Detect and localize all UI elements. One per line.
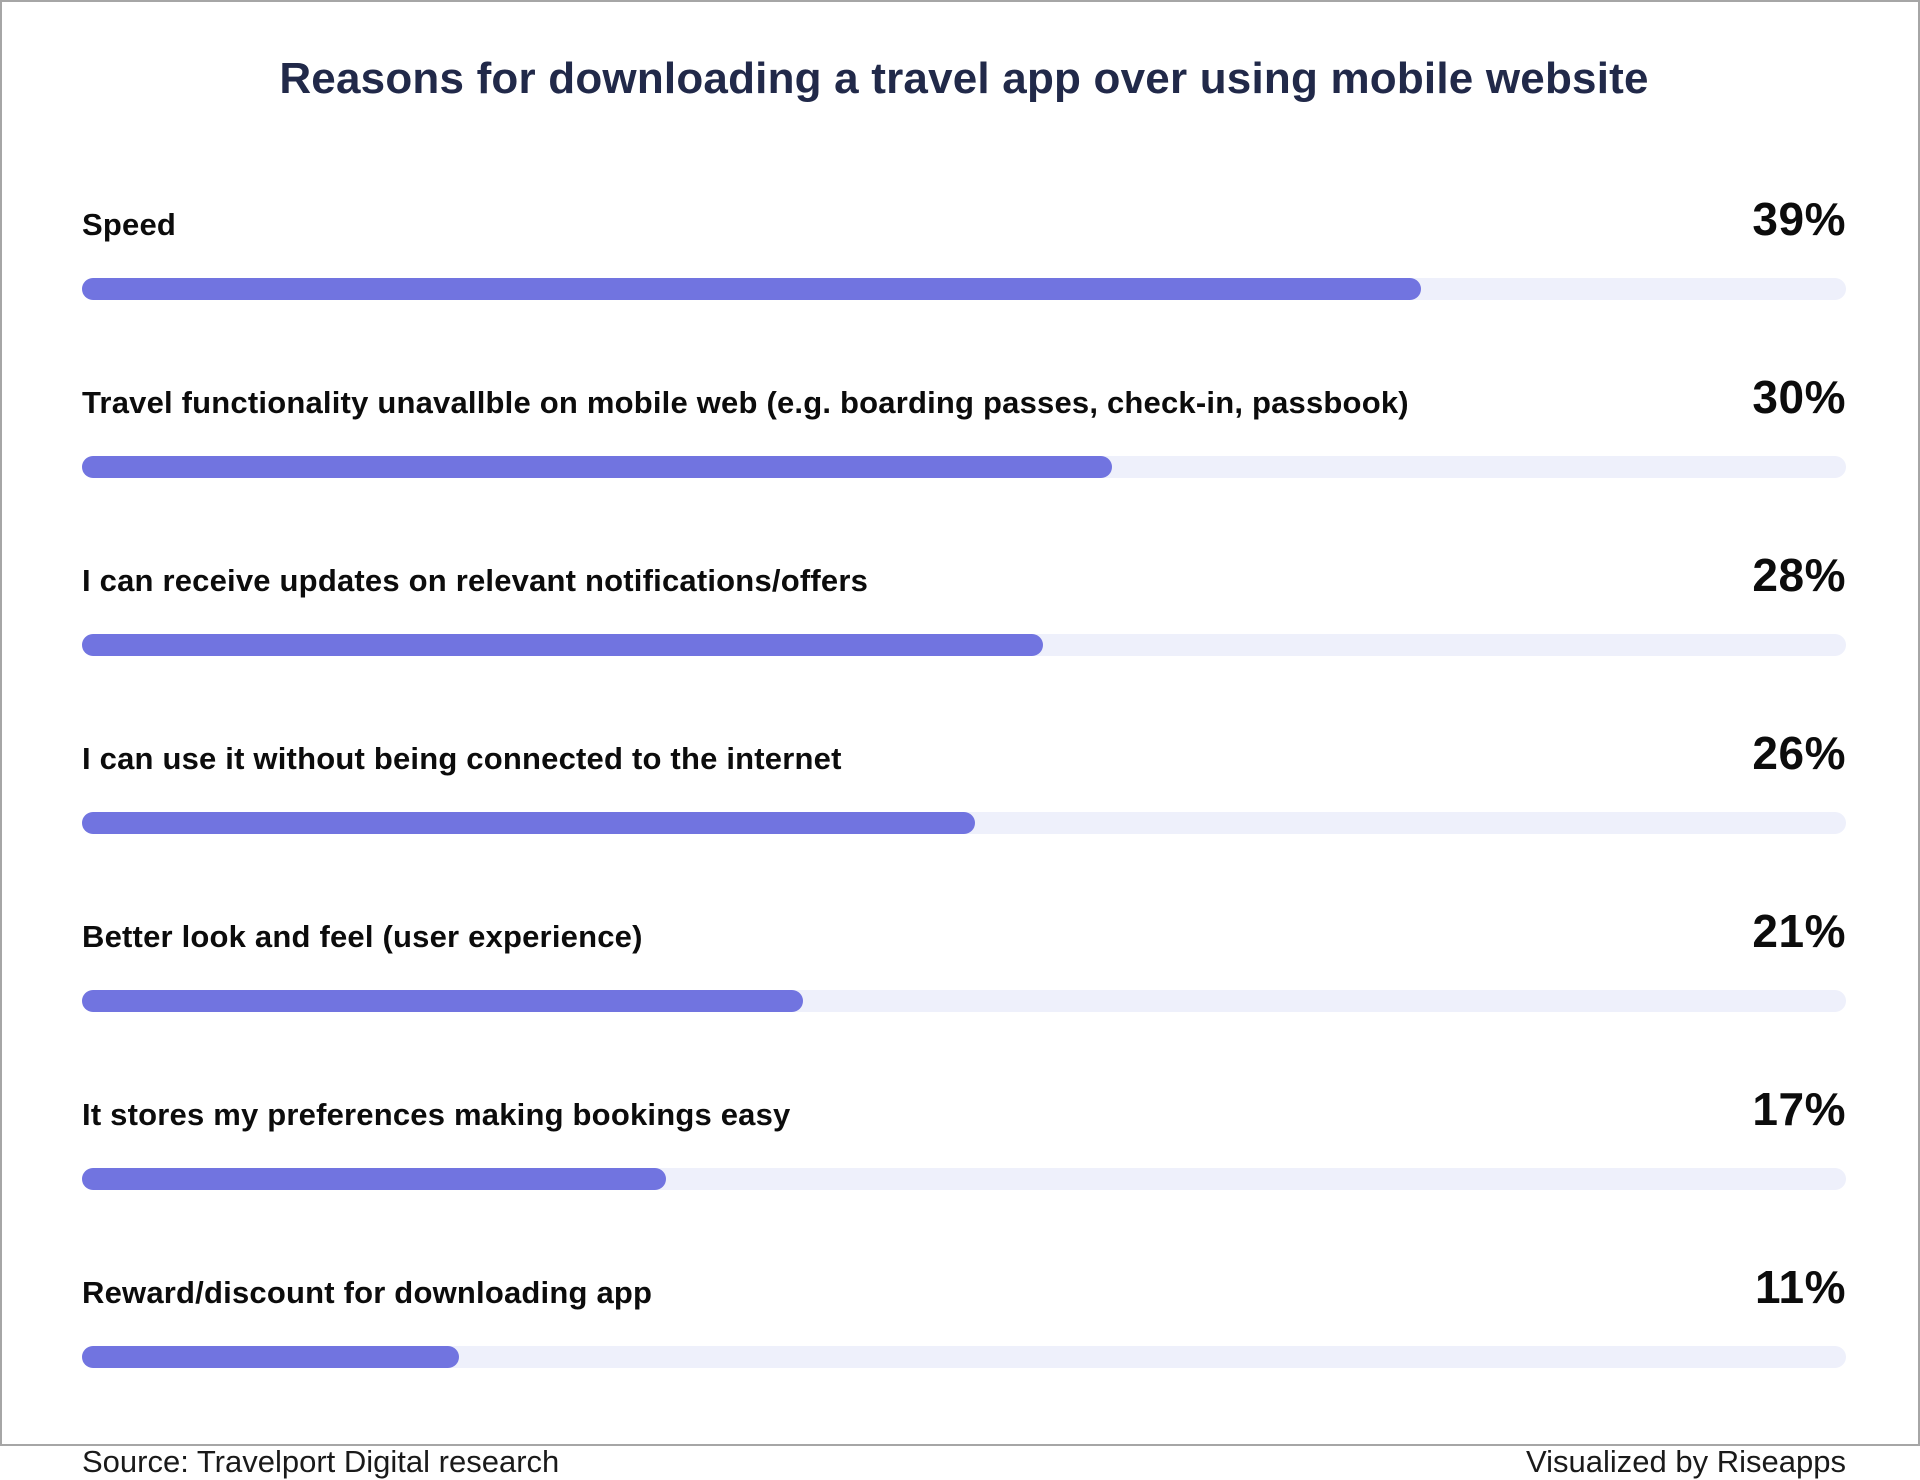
chart-title: Reasons for downloading a travel app ove…: [279, 54, 1649, 103]
category-label: Reward/discount for downloading app: [82, 1275, 653, 1310]
value-label: 17%: [1752, 1083, 1846, 1135]
bar-track: [82, 278, 1846, 300]
value-label: 39%: [1752, 193, 1846, 245]
value-label: 28%: [1752, 549, 1846, 601]
value-label: 30%: [1752, 371, 1846, 423]
bar-row: Reward/discount for downloading app 11%: [82, 1260, 1846, 1368]
bar-row-header: I can use it without being connected to …: [82, 726, 1846, 780]
bar-row-header: It stores my preferences making bookings…: [82, 1082, 1846, 1136]
category-label: Speed: [82, 207, 177, 242]
category-label: I can receive updates on relevant notifi…: [82, 563, 869, 598]
bar-row: Better look and feel (user experience) 21…: [82, 904, 1846, 1012]
footer: Source: Travelport Digital research Visu…: [82, 1444, 1846, 1480]
bar-fill: [82, 634, 1044, 656]
bar-fill: [82, 278, 1421, 300]
bar-fill: [82, 812, 975, 834]
bar-row: It stores my preferences making bookings…: [82, 1082, 1846, 1190]
value-label: 11%: [1754, 1261, 1846, 1313]
bar-track: [82, 990, 1846, 1012]
bar-row-header: Better look and feel (user experience) 21…: [82, 904, 1846, 958]
bar-row-header: Reward/discount for downloading app 11%: [82, 1260, 1846, 1314]
bar-fill: [82, 990, 804, 1012]
category-label: Better look and feel (user experience): [82, 919, 643, 954]
bar-row: Travel functionality unavallble on mobil…: [82, 370, 1846, 478]
bar-row: Speed 39%: [82, 192, 1846, 300]
bar-row: I can use it without being connected to …: [82, 726, 1846, 834]
bar-fill: [82, 1346, 460, 1368]
bar-row: I can receive updates on relevant notifi…: [82, 548, 1846, 656]
value-label: 21%: [1752, 905, 1846, 957]
bar-row-header: I can receive updates on relevant notifi…: [82, 548, 1846, 602]
value-label: 26%: [1752, 727, 1846, 779]
credit-text: Visualized by Riseapps: [1526, 1444, 1846, 1479]
bar-track: [82, 1346, 1846, 1368]
bar-fill: [82, 1168, 666, 1190]
bar-row-header: Speed 39%: [82, 192, 1846, 246]
category-label: It stores my preferences making bookings…: [82, 1097, 791, 1132]
category-label: Travel functionality unavallble on mobil…: [82, 385, 1409, 420]
bar-track: [82, 1168, 1846, 1190]
bar-track: [82, 812, 1846, 834]
bar-fill: [82, 456, 1113, 478]
bar-row-header: Travel functionality unavallble on mobil…: [82, 370, 1846, 424]
source-text: Source: Travelport Digital research: [82, 1444, 560, 1479]
category-label: I can use it without being connected to …: [82, 741, 842, 776]
bar-chart: Speed 39% Travel functionality unavallble …: [82, 192, 1846, 1368]
bar-track: [82, 634, 1846, 656]
bar-track: [82, 456, 1846, 478]
